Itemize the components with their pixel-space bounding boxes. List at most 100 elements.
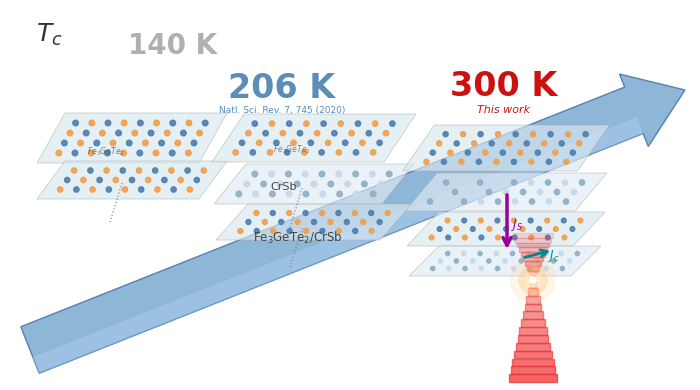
- Circle shape: [349, 131, 354, 136]
- Text: $J_c$: $J_c$: [548, 248, 560, 264]
- Circle shape: [314, 131, 320, 136]
- Circle shape: [438, 259, 442, 263]
- Circle shape: [531, 131, 536, 137]
- Circle shape: [105, 120, 111, 126]
- Circle shape: [284, 150, 290, 155]
- Circle shape: [280, 131, 286, 136]
- Circle shape: [120, 168, 125, 173]
- Circle shape: [295, 220, 300, 225]
- Circle shape: [256, 140, 262, 145]
- Circle shape: [185, 168, 190, 173]
- Circle shape: [319, 211, 325, 216]
- Polygon shape: [402, 125, 610, 171]
- Circle shape: [494, 252, 498, 255]
- Circle shape: [319, 150, 324, 155]
- Circle shape: [478, 218, 483, 223]
- Circle shape: [169, 168, 174, 173]
- Circle shape: [462, 218, 467, 223]
- Circle shape: [321, 121, 326, 126]
- Circle shape: [553, 150, 558, 155]
- Circle shape: [80, 177, 86, 183]
- Circle shape: [338, 121, 344, 126]
- Circle shape: [104, 168, 109, 173]
- Circle shape: [121, 120, 127, 126]
- Bar: [517, 243, 549, 247]
- Circle shape: [577, 141, 582, 146]
- Circle shape: [360, 220, 365, 225]
- Circle shape: [254, 229, 259, 234]
- Circle shape: [489, 141, 494, 146]
- Circle shape: [366, 131, 372, 136]
- Circle shape: [369, 229, 374, 234]
- Circle shape: [554, 227, 558, 231]
- Circle shape: [430, 150, 435, 155]
- Circle shape: [106, 187, 111, 192]
- Circle shape: [507, 141, 512, 146]
- Polygon shape: [21, 74, 685, 373]
- Circle shape: [578, 218, 583, 223]
- Polygon shape: [214, 164, 414, 204]
- Circle shape: [435, 189, 441, 195]
- Circle shape: [568, 259, 572, 263]
- Circle shape: [559, 141, 564, 146]
- Circle shape: [486, 189, 491, 195]
- Circle shape: [503, 189, 509, 195]
- Polygon shape: [407, 212, 605, 246]
- Circle shape: [308, 140, 314, 145]
- Circle shape: [546, 159, 552, 164]
- Text: 206 K: 206 K: [228, 72, 335, 105]
- Text: CrSb: CrSb: [271, 182, 298, 192]
- Circle shape: [74, 187, 79, 192]
- Circle shape: [463, 235, 467, 240]
- Circle shape: [472, 141, 477, 146]
- Circle shape: [454, 227, 458, 231]
- Bar: [524, 257, 542, 261]
- Bar: [514, 351, 552, 358]
- Text: Natl. Sci. Rev. 7, 745 (2020): Natl. Sci. Rev. 7, 745 (2020): [219, 106, 345, 115]
- Circle shape: [191, 140, 197, 146]
- Circle shape: [279, 220, 284, 225]
- Circle shape: [83, 130, 89, 136]
- Polygon shape: [37, 113, 227, 163]
- Circle shape: [496, 131, 500, 137]
- Circle shape: [503, 259, 507, 263]
- Circle shape: [495, 218, 500, 223]
- Circle shape: [377, 140, 382, 145]
- Circle shape: [566, 131, 570, 137]
- Circle shape: [303, 191, 309, 197]
- Circle shape: [312, 220, 316, 225]
- Circle shape: [520, 189, 526, 195]
- Circle shape: [319, 171, 325, 177]
- Circle shape: [461, 131, 466, 137]
- Circle shape: [252, 171, 258, 177]
- Circle shape: [470, 227, 475, 231]
- Circle shape: [429, 235, 434, 240]
- Circle shape: [269, 171, 274, 177]
- Circle shape: [159, 140, 164, 146]
- Circle shape: [246, 220, 251, 225]
- Circle shape: [470, 259, 475, 263]
- Circle shape: [511, 180, 517, 185]
- Circle shape: [542, 252, 547, 255]
- Circle shape: [320, 229, 325, 234]
- Circle shape: [202, 120, 208, 126]
- Circle shape: [175, 140, 181, 146]
- Circle shape: [480, 266, 484, 271]
- Circle shape: [528, 159, 534, 164]
- Bar: [519, 247, 547, 252]
- Circle shape: [583, 131, 588, 137]
- Circle shape: [536, 259, 540, 263]
- Circle shape: [512, 199, 518, 204]
- Circle shape: [67, 130, 73, 136]
- Circle shape: [236, 191, 241, 197]
- Circle shape: [545, 218, 550, 223]
- Circle shape: [336, 229, 342, 234]
- Circle shape: [445, 218, 450, 223]
- Circle shape: [169, 150, 175, 156]
- Bar: [524, 303, 541, 311]
- Circle shape: [278, 181, 284, 187]
- Circle shape: [56, 150, 62, 156]
- Circle shape: [244, 181, 250, 187]
- Circle shape: [326, 140, 330, 145]
- Circle shape: [520, 227, 525, 231]
